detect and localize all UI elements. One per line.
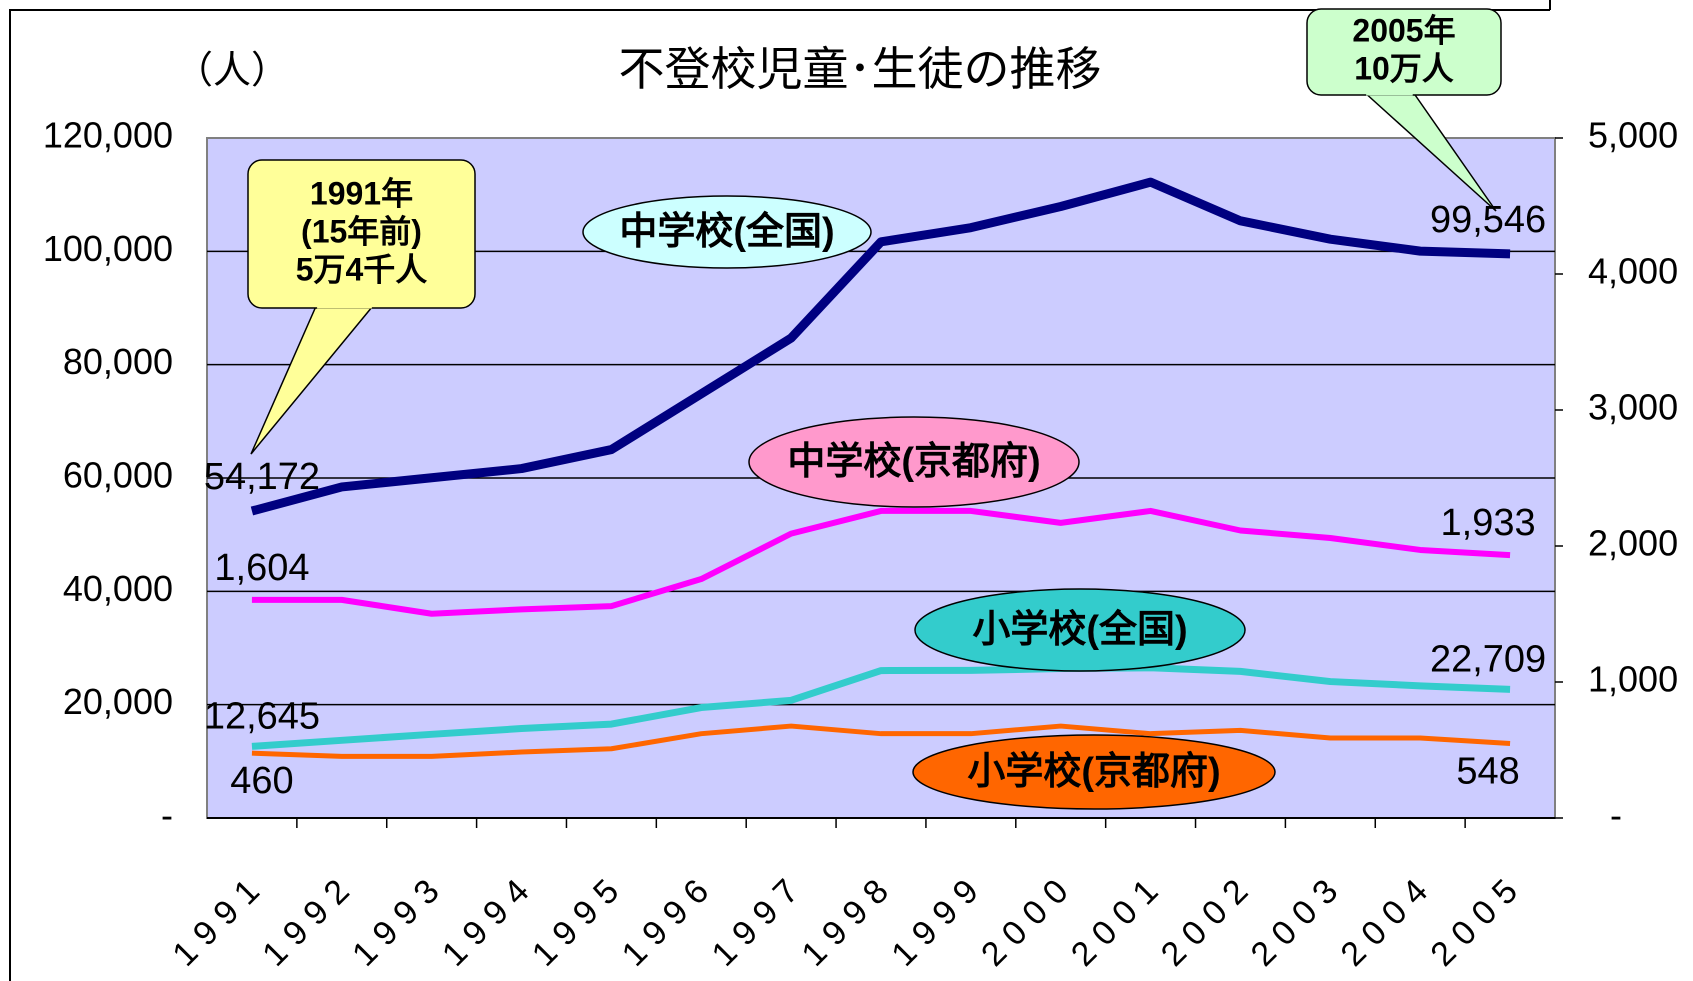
x-tick-label: 2001 (1064, 865, 1173, 974)
y-tick-label: 120,000 (43, 115, 173, 156)
data-label: 548 (1456, 751, 1519, 793)
callout-text: 5万4千人 (296, 251, 428, 287)
y-tick-label: 20,000 (63, 681, 173, 722)
y-tick-label: 60,000 (63, 455, 173, 496)
y-tick-label: 40,000 (63, 568, 173, 609)
unit-label: （人） (175, 50, 289, 92)
y2-tick-label: 3,000 (1588, 387, 1678, 428)
x-tick-label: 1999 (884, 865, 993, 974)
data-label: 12,645 (204, 695, 320, 737)
callout-text: (15年前) (301, 213, 422, 249)
data-label: 460 (230, 760, 293, 802)
legend-label: 小学校(全国) (972, 608, 1187, 651)
data-label: 1,933 (1441, 502, 1536, 544)
data-label: 22,709 (1430, 638, 1546, 680)
y-tick-label: 80,000 (63, 341, 173, 382)
callout-pointer (1364, 92, 1497, 212)
y-tick-label: 100,000 (43, 228, 173, 269)
x-tick-label: 1995 (525, 865, 634, 974)
x-tick-label: 1996 (615, 865, 724, 974)
data-label: 54,172 (204, 456, 320, 498)
series-line (251, 723, 1511, 759)
x-tick-label: 1991 (165, 865, 274, 974)
callout-text: 2005年 (1352, 12, 1455, 48)
series-line (251, 664, 1511, 750)
x-tick-label: 2002 (1154, 865, 1263, 974)
x-tick-label: 1994 (435, 865, 544, 974)
legend-ellipse (912, 734, 1276, 810)
x-tick-label: 1998 (794, 865, 903, 974)
callout-pointer (250, 305, 374, 455)
legend-label: 小学校(京都府) (967, 750, 1220, 793)
chart-title: 不登校児童･生徒の推移 (619, 43, 1102, 95)
series-line (250, 177, 1511, 516)
legend-label: 中学校(京都府) (787, 440, 1040, 483)
legend-label: 中学校(全国) (619, 210, 834, 253)
callout-text: 10万人 (1354, 50, 1454, 86)
x-tick-label: 2004 (1334, 865, 1443, 974)
frame (9, 0, 1551, 981)
y2-tick-label: 4,000 (1588, 251, 1678, 292)
y2-tick-label: 5,000 (1588, 115, 1678, 156)
x-tick-label: 1992 (255, 865, 364, 974)
x-tick-label: 2005 (1423, 865, 1532, 974)
legend-ellipse (582, 195, 872, 269)
legend-ellipse (914, 588, 1246, 672)
x-tick-label: 1993 (345, 865, 454, 974)
y2-tick-label: 1,000 (1588, 659, 1678, 700)
x-tick-label: 2000 (974, 865, 1083, 974)
x-tick-label: 2003 (1244, 865, 1353, 974)
x-tick-label: 1997 (705, 865, 814, 974)
legend-ellipse (748, 416, 1080, 508)
series-line (251, 507, 1511, 617)
y2-tick-label: 2,000 (1588, 523, 1678, 564)
data-label: 99,546 (1430, 199, 1546, 241)
y-tick-label: - (161, 795, 173, 836)
callout-text: 1991年 (310, 175, 413, 211)
y2-tick-label: - (1610, 795, 1622, 836)
data-label: 1,604 (214, 547, 309, 589)
